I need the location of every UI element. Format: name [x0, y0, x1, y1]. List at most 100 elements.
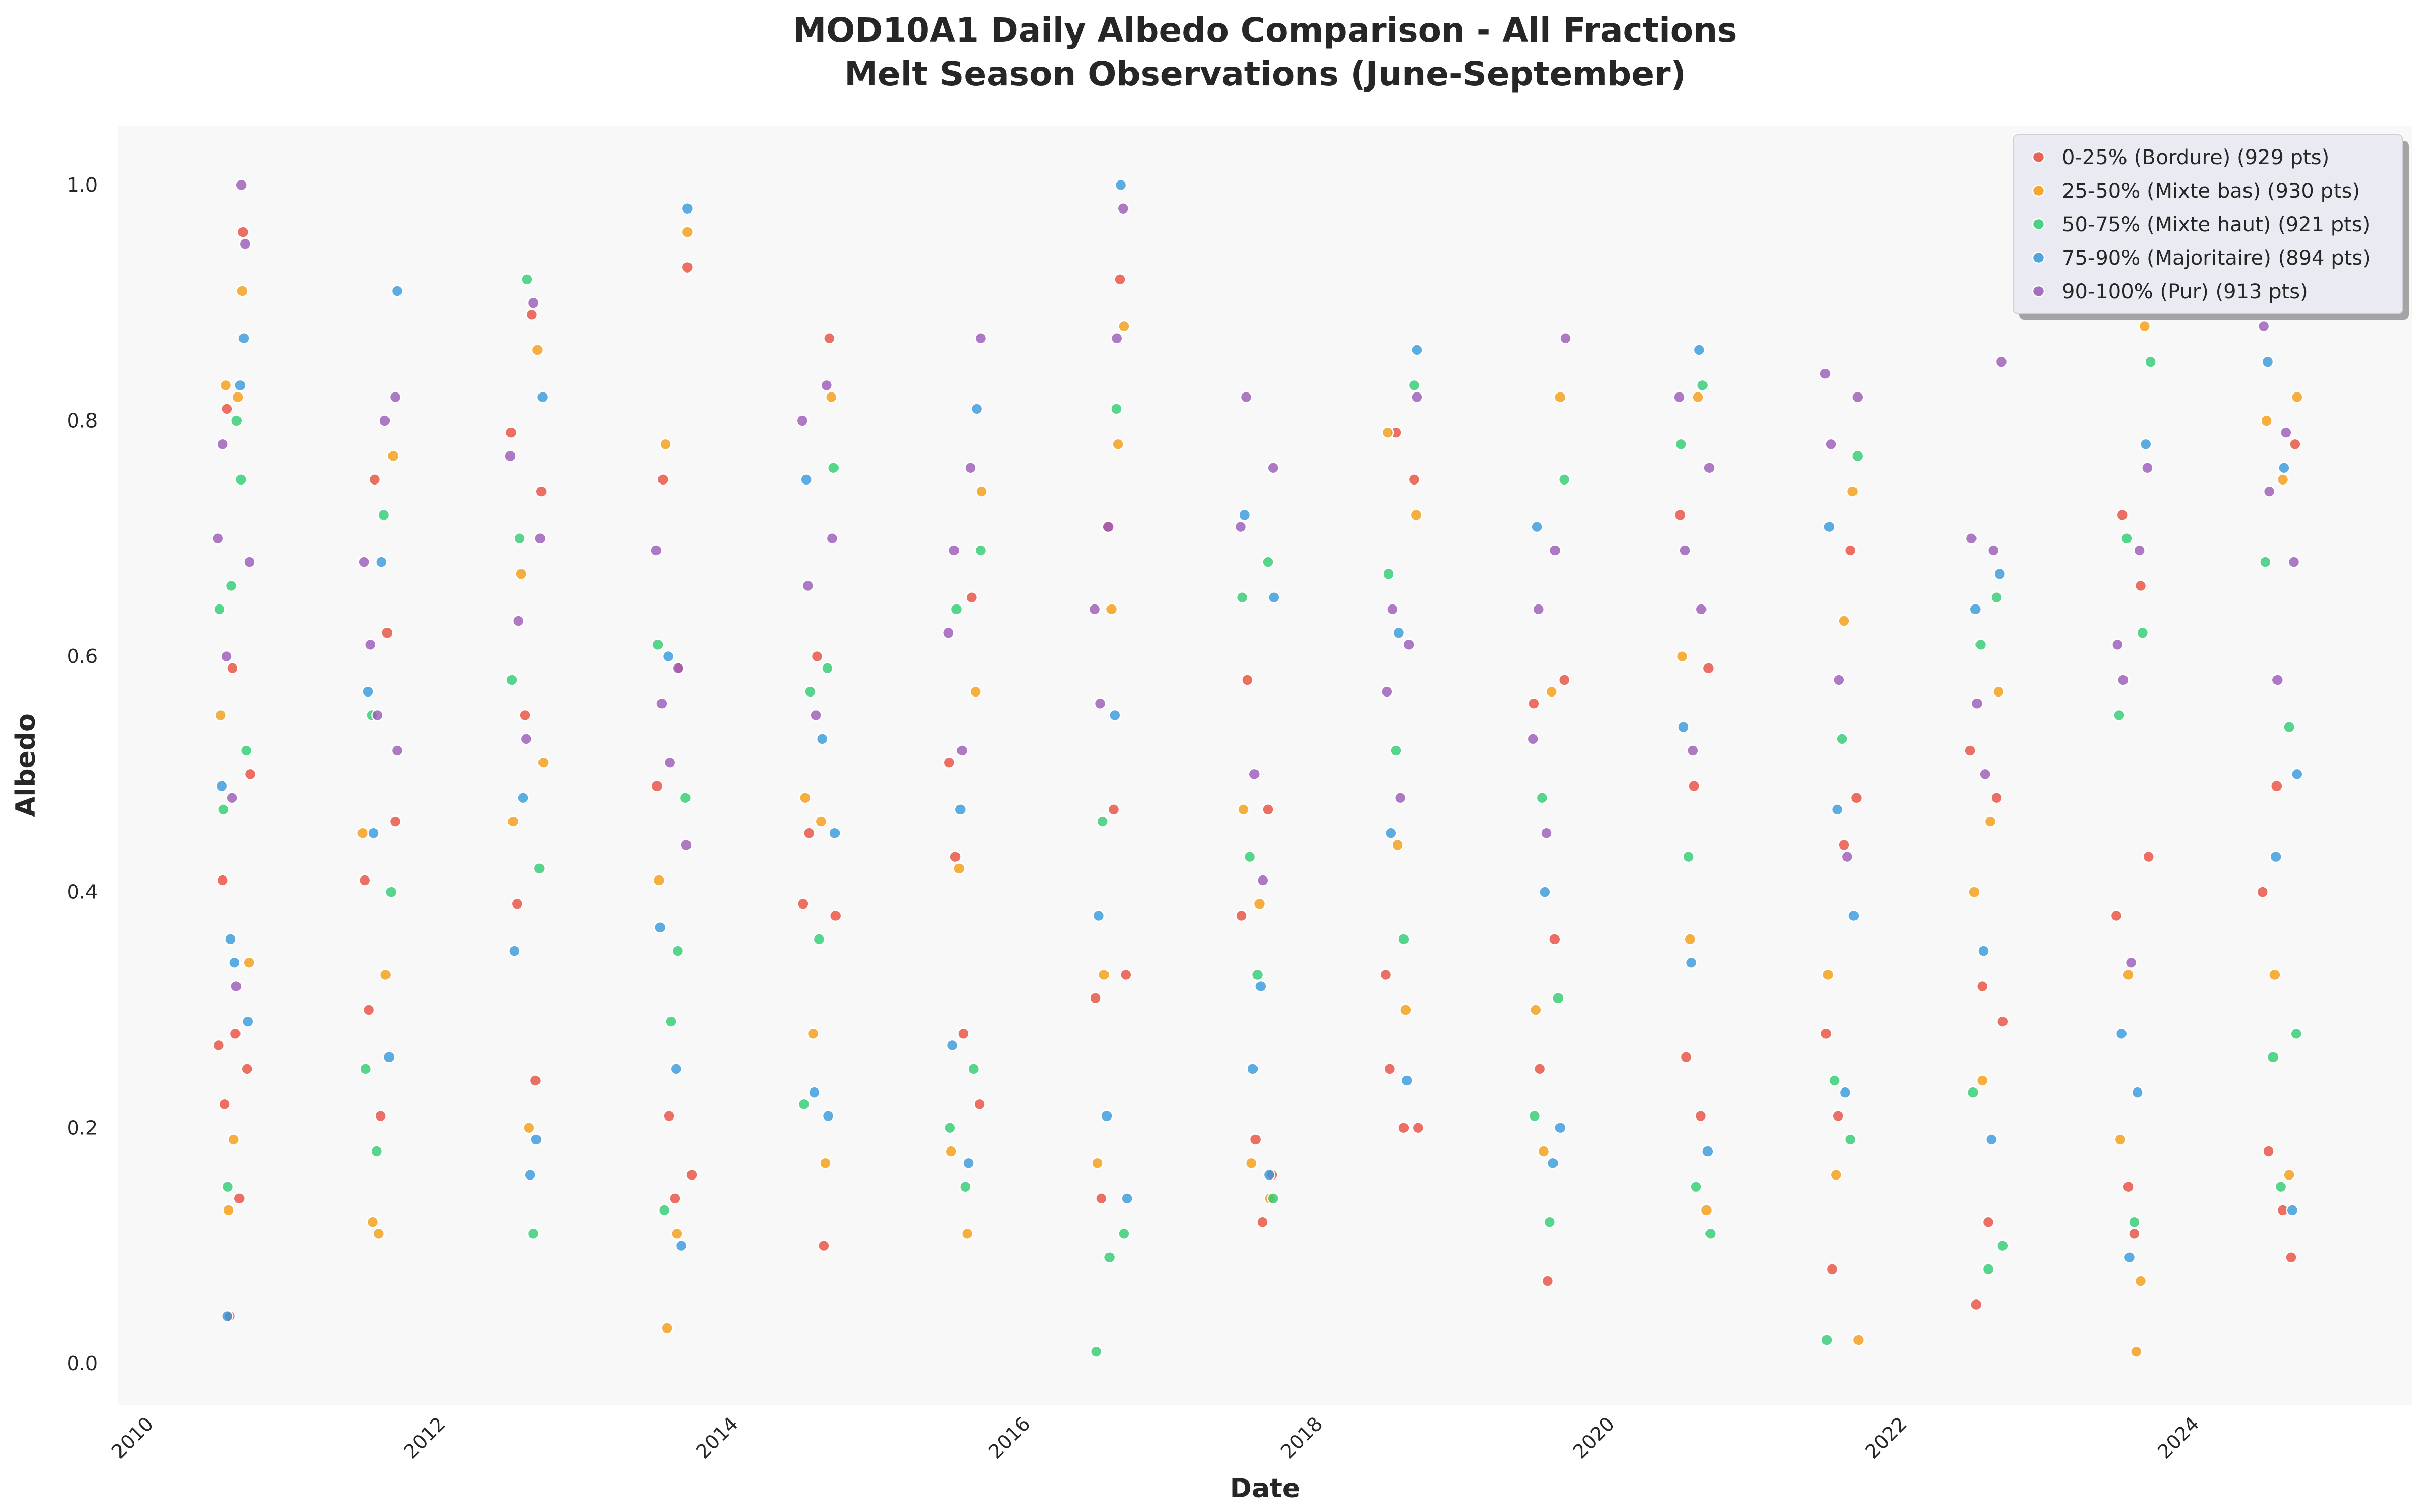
y-axis-ticks: 0.0 0.2 0.4 0.6 0.8 1.0 [67, 174, 98, 1375]
data-point [222, 1204, 235, 1217]
data-point [377, 508, 391, 522]
data-point [534, 532, 547, 545]
data-point [2111, 638, 2124, 651]
data-point [533, 862, 546, 875]
data-point [1243, 850, 1256, 863]
data-point [1088, 603, 1101, 616]
data-point [1090, 1345, 1103, 1358]
data-point [1238, 508, 1251, 522]
data-point [669, 1192, 681, 1205]
data-point [975, 485, 988, 498]
data-point [2268, 968, 2281, 981]
data-point [537, 756, 550, 769]
data-point [1526, 733, 1539, 745]
data-point [362, 685, 374, 698]
data-point [964, 461, 977, 474]
data-point [2259, 556, 2272, 568]
data-point [1995, 355, 2008, 368]
legend-marker [2032, 184, 2045, 197]
data-point [2274, 1180, 2287, 1193]
y-tick-label: 0.2 [67, 1116, 98, 1139]
legend-box [2013, 134, 2403, 314]
data-point [1993, 567, 2007, 581]
data-point [953, 862, 966, 875]
data-point [943, 756, 956, 769]
data-point [663, 1109, 675, 1123]
data-point [1846, 485, 1859, 498]
data-point [219, 379, 232, 392]
data-point [504, 449, 517, 463]
data-point [1262, 556, 1274, 568]
data-point [1105, 603, 1118, 616]
data-point [827, 461, 840, 474]
data-point [1680, 1050, 1693, 1064]
data-point [1820, 1334, 1833, 1346]
data-point [531, 344, 544, 356]
data-point [214, 709, 227, 722]
data-point [1850, 791, 1863, 804]
data-point [1235, 909, 1248, 922]
data-point [969, 685, 982, 698]
data-point [221, 1310, 234, 1323]
data-point [1851, 449, 1864, 463]
data-point [1246, 1063, 1259, 1075]
data-point [229, 1027, 242, 1040]
data-point [1263, 1168, 1276, 1182]
data-point [1693, 344, 1706, 356]
data-point [1838, 615, 1850, 627]
data-point [512, 615, 525, 627]
data-point [1694, 1109, 1708, 1123]
data-point [651, 638, 664, 651]
data-point [1109, 709, 1121, 722]
data-point [949, 850, 962, 863]
data-point [1985, 1133, 1998, 1146]
data-point [808, 1086, 821, 1099]
data-point [1381, 426, 1394, 439]
data-point [230, 414, 243, 427]
data-point [802, 827, 816, 840]
data-point [1685, 956, 1698, 970]
data-point [227, 1133, 240, 1146]
legend-marker [2032, 150, 2045, 164]
data-point [661, 1322, 673, 1335]
legend-items: 0-25% (Bordure) (929 pts) 25-50% (Mixte b… [2032, 146, 2371, 304]
data-point [1695, 603, 1708, 616]
data-point [1996, 1239, 2009, 1252]
data-point [1410, 508, 1423, 522]
data-point [2285, 1251, 2297, 1264]
y-tick-label: 0.8 [67, 409, 98, 432]
data-point [822, 1109, 835, 1123]
legend-entry: 25-50% (Mixte bas) (930 pts) [2062, 179, 2360, 203]
data-point [1975, 980, 1989, 993]
data-point [236, 285, 249, 297]
data-point [825, 390, 838, 404]
data-point [657, 1204, 671, 1217]
data-point [221, 1180, 234, 1193]
data-point [806, 1027, 820, 1040]
data-point [2128, 1216, 2141, 1228]
data-point [2291, 768, 2303, 781]
data-point [1241, 674, 1254, 686]
data-point [513, 532, 526, 545]
data-point [1828, 1074, 1841, 1087]
data-point [243, 556, 256, 568]
scatter-points [212, 178, 2303, 1358]
data-point [681, 261, 694, 274]
data-point [1110, 331, 1123, 345]
data-point [2257, 320, 2270, 333]
data-point [1821, 968, 1835, 981]
data-point [2289, 438, 2301, 451]
plot-area [118, 126, 2412, 1405]
data-point [796, 414, 809, 427]
data-point [1532, 603, 1545, 616]
data-point [1831, 803, 1844, 816]
data-point [1248, 768, 1261, 781]
data-point [2116, 508, 2129, 522]
data-point [1112, 438, 1124, 451]
data-point [2136, 626, 2149, 639]
data-point [2276, 473, 2289, 486]
data-point [685, 1168, 698, 1182]
data-point [1540, 827, 1553, 840]
y-tick-label: 0.4 [67, 881, 98, 903]
data-point [216, 874, 229, 887]
